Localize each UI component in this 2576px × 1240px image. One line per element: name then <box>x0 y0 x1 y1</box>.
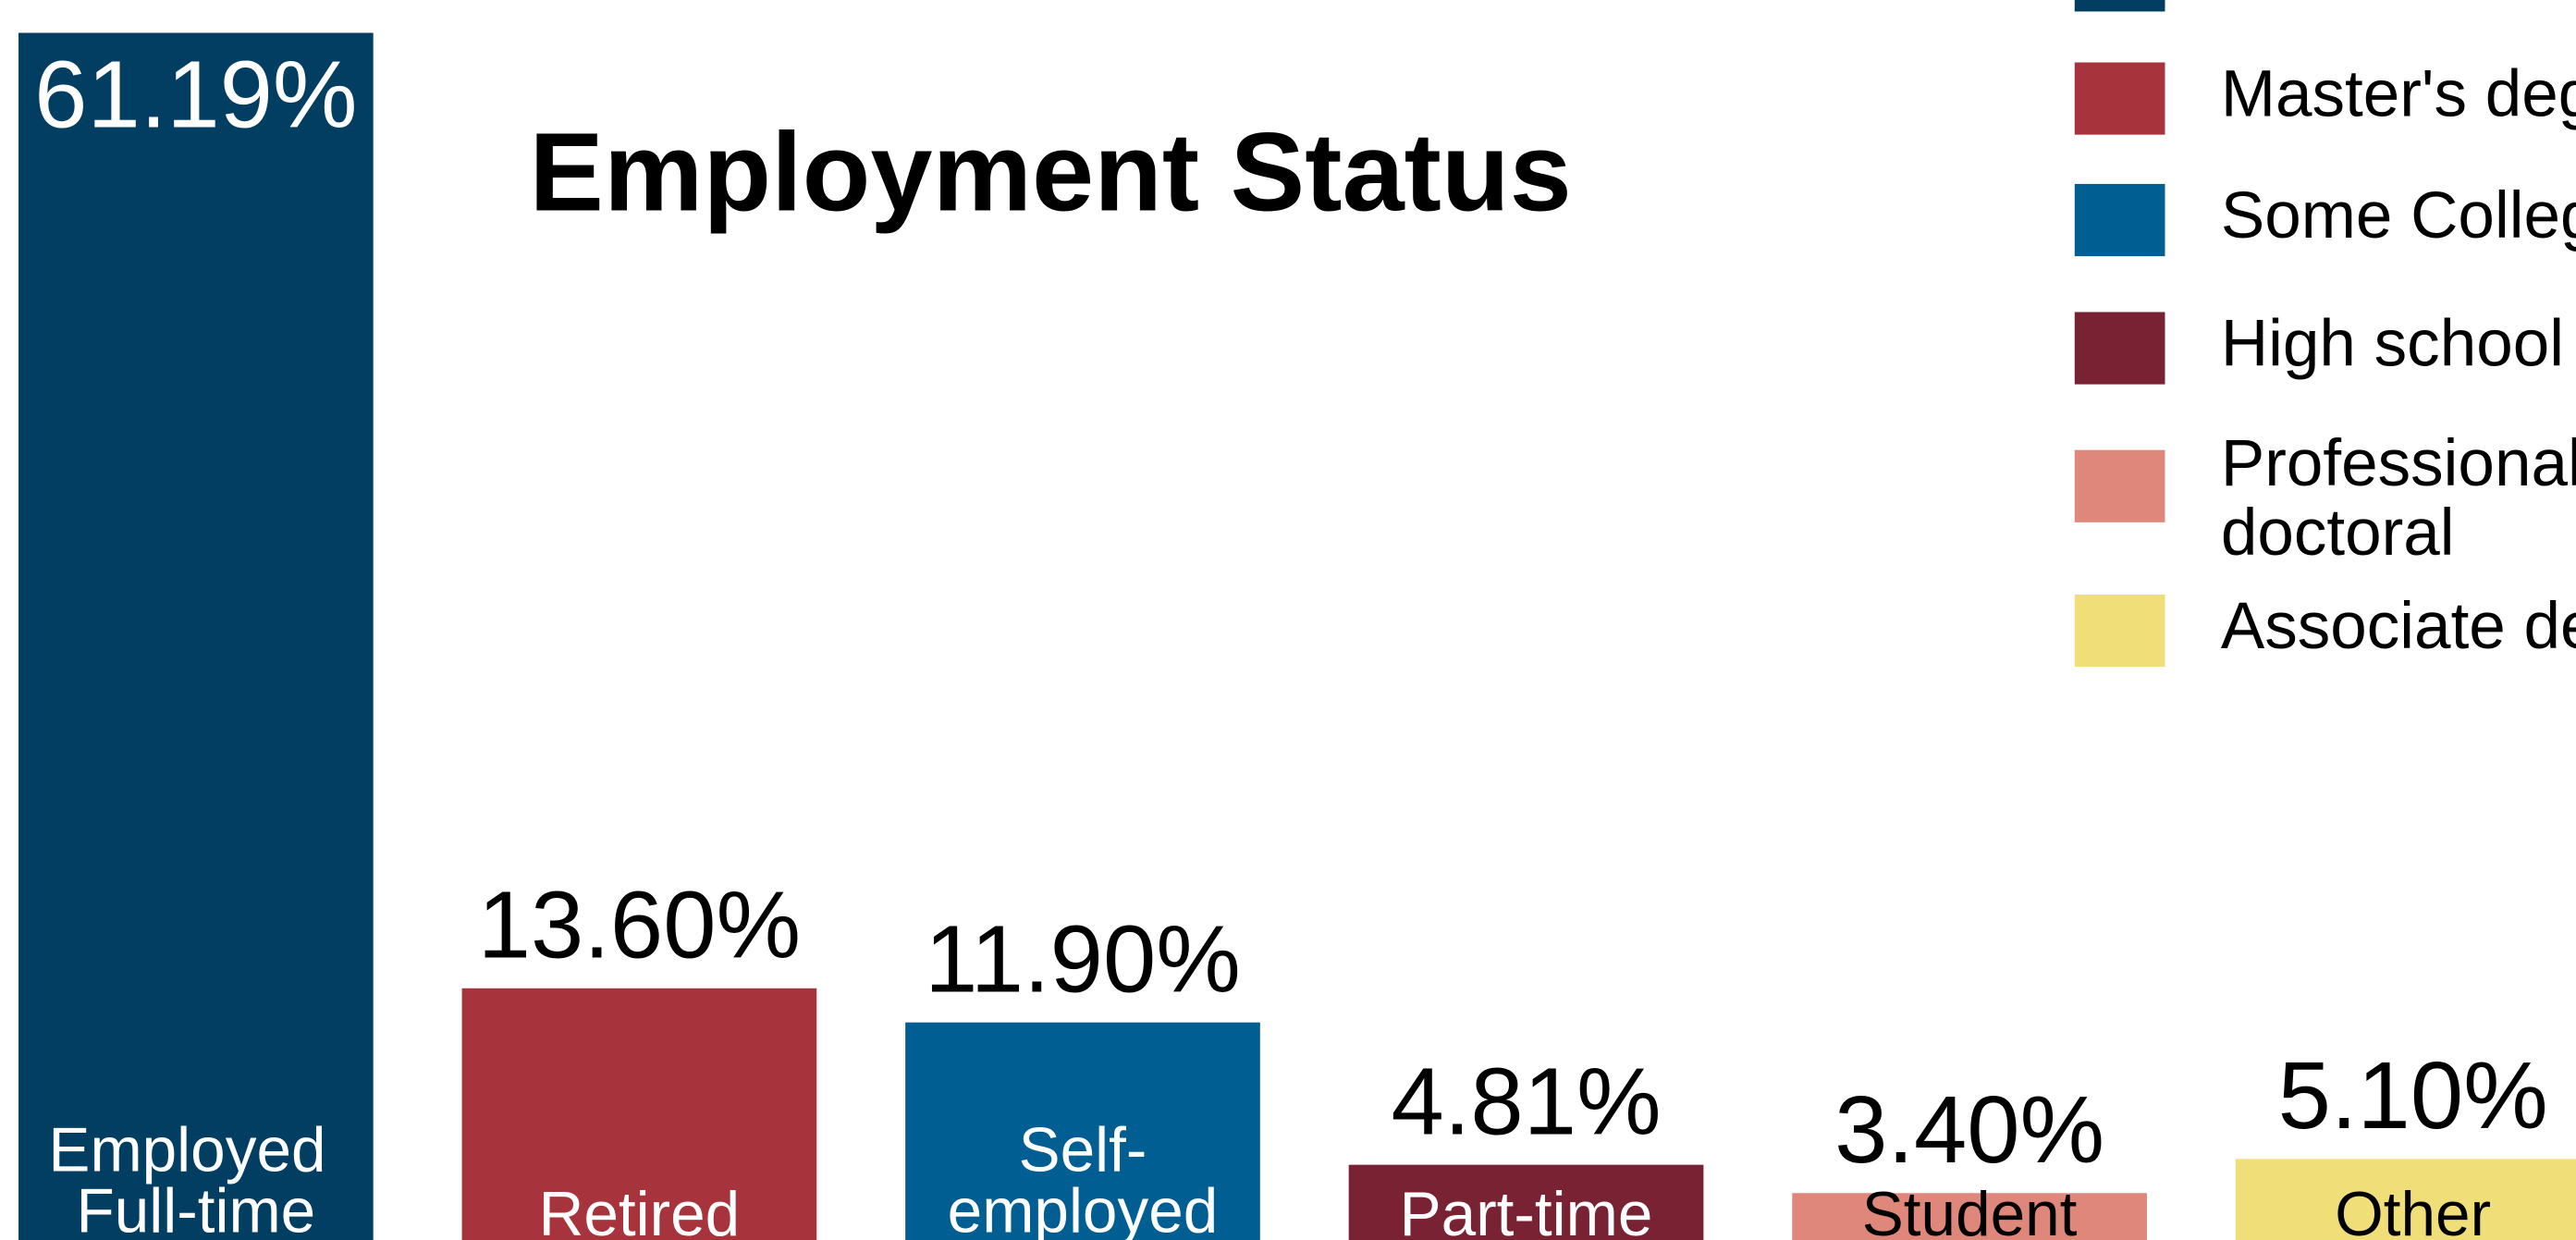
legend-swatch <box>2074 0 2165 12</box>
legend-label: Professional doctoral <box>2221 427 2576 570</box>
category-label: Retired <box>539 1180 741 1240</box>
legend-label: Bachelor's degree <box>2221 0 2576 7</box>
legend-swatch <box>2074 312 2165 385</box>
bar <box>1792 1193 2147 1240</box>
legend-label: Master's degree <box>2221 57 2576 130</box>
value-label: 4.81% <box>1392 1048 1662 1154</box>
category-label: Employed Full-time <box>48 1115 343 1240</box>
bar <box>1348 1164 1704 1240</box>
value-label: 5.10% <box>2278 1042 2548 1148</box>
category-label: Self-employed <box>948 1115 1219 1240</box>
legend-label: High school <box>2221 307 2564 380</box>
legend-label: Some College <box>2221 179 2576 252</box>
bar <box>18 32 374 1240</box>
value-label: 13.60% <box>478 872 801 978</box>
legend-swatch <box>2074 62 2165 135</box>
value-label: 11.90% <box>925 906 1241 1013</box>
legend-label: Associate degree <box>2221 590 2576 663</box>
category-label: Part-time <box>1400 1180 1653 1240</box>
category-label: Student <box>1862 1180 2078 1240</box>
bar <box>2235 1159 2576 1240</box>
value-label: 3.40% <box>1834 1076 2104 1183</box>
category-label: Other <box>2335 1180 2491 1240</box>
value-label: 61.19% <box>34 41 357 147</box>
legend-swatch <box>2074 594 2165 668</box>
bar <box>461 988 817 1240</box>
chart-title: Employment Status <box>529 109 1571 234</box>
legend-swatch <box>2074 183 2165 257</box>
bar <box>905 1022 1260 1240</box>
legend-swatch <box>2074 449 2165 522</box>
